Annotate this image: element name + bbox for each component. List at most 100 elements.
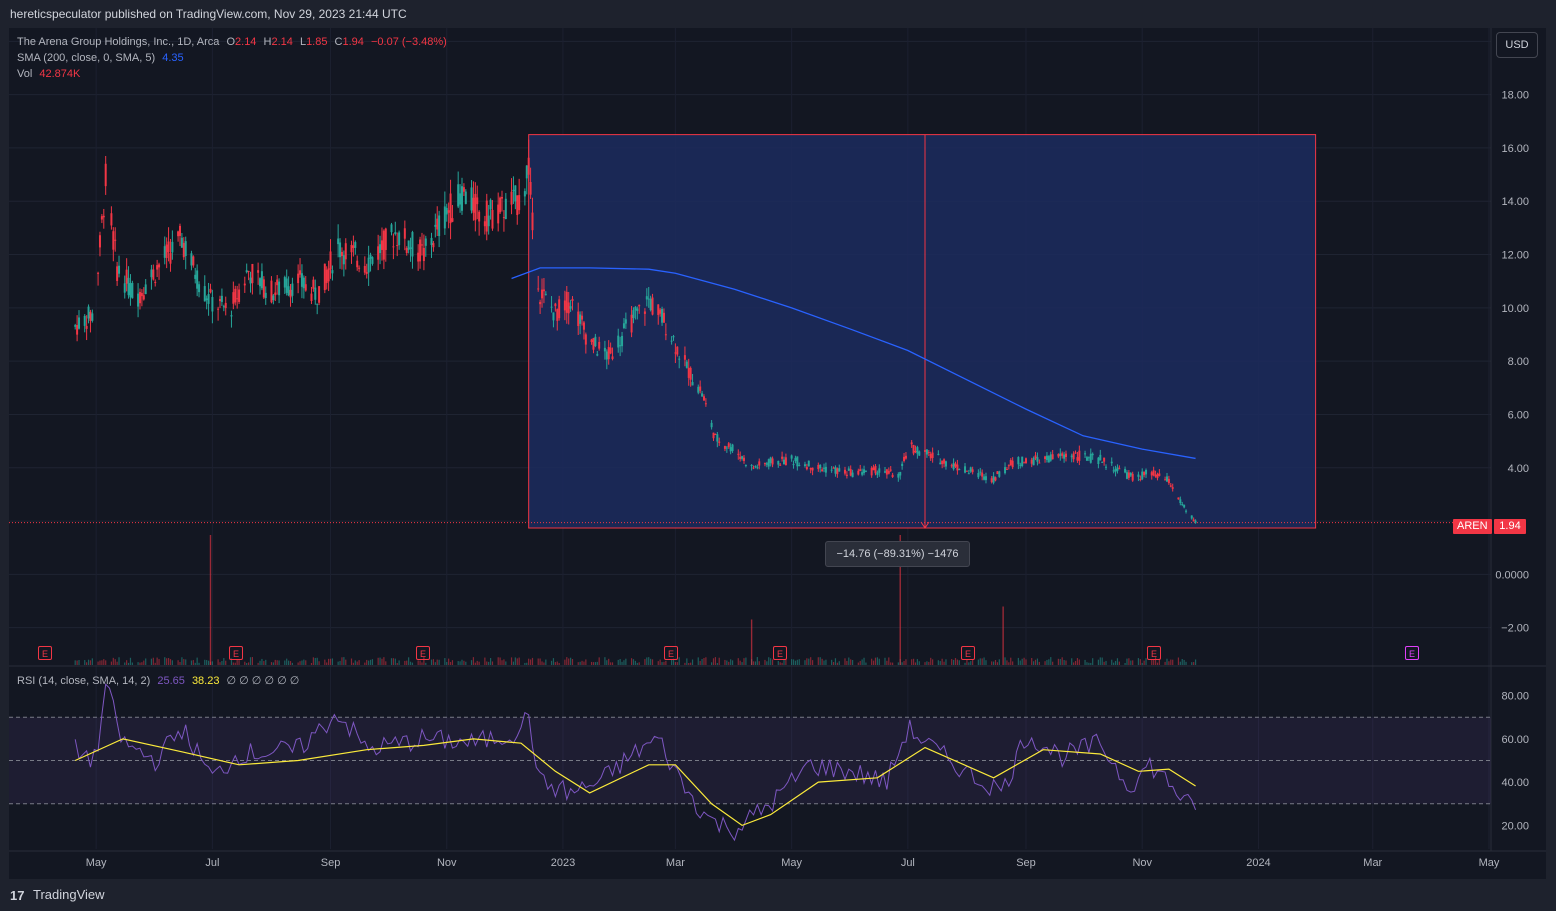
rsi-label: RSI (14, close, SMA, 14, 2): [17, 675, 151, 687]
volume-bar: [659, 659, 661, 665]
volume-bar: [741, 662, 743, 665]
candle-body: [965, 470, 968, 472]
candle-body: [272, 295, 275, 301]
earnings-badge[interactable]: E: [416, 646, 430, 660]
volume-bar: [728, 661, 730, 665]
candle-body: [331, 270, 334, 274]
candle-body: [342, 255, 345, 265]
candle-body: [1152, 470, 1155, 476]
volume-bar: [678, 657, 680, 665]
earnings-badge[interactable]: E: [38, 646, 52, 660]
candle-body: [1089, 453, 1092, 463]
candle-body: [723, 446, 726, 449]
candle-body: [994, 477, 997, 481]
volume-label: Vol: [17, 68, 33, 80]
volume-bar: [764, 659, 766, 665]
candle-body: [110, 213, 113, 226]
price-tick-label: −2.00: [1501, 623, 1529, 635]
volume-bar: [672, 658, 675, 665]
volume-bar: [939, 661, 941, 665]
candle-body: [114, 239, 117, 241]
volume-bar: [419, 660, 421, 665]
volume-bar: [768, 657, 770, 665]
candle-body: [380, 240, 383, 250]
volume-bar: [861, 659, 863, 665]
candle-body: [445, 207, 448, 215]
volume-bar: [791, 659, 793, 665]
candle-body: [390, 224, 393, 233]
candle-body: [278, 281, 281, 296]
volume-bar: [457, 661, 459, 665]
volume-bar: [167, 658, 170, 665]
volume-bar: [859, 660, 861, 665]
volume-bar: [312, 657, 314, 665]
volume-bar: [278, 660, 280, 665]
candle-body: [542, 289, 545, 292]
volume-bar: [1168, 661, 1170, 665]
volume-bar: [796, 659, 798, 665]
candle-body: [659, 309, 662, 314]
earnings-badge[interactable]: E: [961, 646, 975, 660]
sma-label: SMA (200, close, 0, SMA, 5): [17, 52, 156, 64]
earnings-badge[interactable]: E: [1147, 646, 1161, 660]
volume-bar: [770, 658, 772, 665]
earnings-badge[interactable]: E: [773, 646, 787, 660]
earnings-badge[interactable]: E: [664, 646, 678, 660]
volume-bar: [398, 660, 400, 665]
volume-bar: [834, 658, 837, 665]
candle-body: [112, 231, 115, 250]
candle-body: [541, 289, 544, 299]
candle-body: [558, 299, 561, 319]
candle-body: [78, 317, 81, 329]
volume-bar: [232, 662, 234, 665]
candle-body: [150, 269, 153, 278]
candle-body: [901, 463, 904, 467]
currency-button[interactable]: USD: [1496, 32, 1538, 58]
volume-bar: [1194, 659, 1197, 665]
candle-body: [302, 277, 305, 289]
candle-body: [1101, 461, 1104, 463]
candle-body: [811, 467, 814, 471]
chart-area[interactable]: 20.00 18.00 16.00 14.00 12.00 10.00 8.00 6.00 4.…: [9, 28, 1546, 879]
earnings-badge[interactable]: E: [229, 646, 243, 660]
candle-body: [1143, 471, 1146, 476]
volume-bar: [564, 659, 566, 665]
volume-bar: [945, 659, 947, 665]
volume-bar: [850, 659, 852, 665]
volume-bar: [430, 659, 433, 665]
volume-bar: [932, 659, 934, 665]
candle-body: [1085, 457, 1088, 461]
volume-bar: [1143, 660, 1145, 665]
candle-body: [403, 228, 406, 239]
volume-bar: [1166, 658, 1168, 665]
volume-bar: [528, 658, 530, 665]
candle-body: [405, 247, 408, 254]
candle-body: [116, 266, 119, 282]
volume-bar: [230, 658, 233, 665]
candle-body: [392, 246, 395, 248]
candle-body: [851, 472, 854, 478]
candle-body: [967, 473, 970, 475]
volume-bar: [916, 659, 918, 665]
candle-body: [843, 469, 846, 474]
candle-body: [358, 267, 361, 269]
candle-body: [483, 221, 486, 227]
volume-bar: [1059, 659, 1061, 665]
volume-bar: [781, 662, 783, 665]
candle-body: [1034, 455, 1037, 459]
candle-body: [1070, 455, 1073, 458]
upcoming-earnings-badge[interactable]: E: [1405, 646, 1419, 660]
candle-body: [1036, 457, 1039, 462]
volume-bar: [423, 657, 425, 665]
time-tick-label: Sep: [321, 857, 341, 869]
volume-bar: [570, 657, 572, 665]
volume-bar: [1177, 657, 1180, 665]
candle-body: [502, 217, 505, 219]
volume-spike: [899, 535, 901, 665]
price-chart-svg[interactable]: 20.00 18.00 16.00 14.00 12.00 10.00 8.00 6.00 4.…: [9, 28, 1546, 879]
candle-body: [1118, 468, 1121, 470]
volume-bar: [657, 661, 659, 665]
candle-body: [925, 449, 928, 455]
candle-body: [131, 282, 134, 299]
candle-body: [992, 476, 995, 483]
